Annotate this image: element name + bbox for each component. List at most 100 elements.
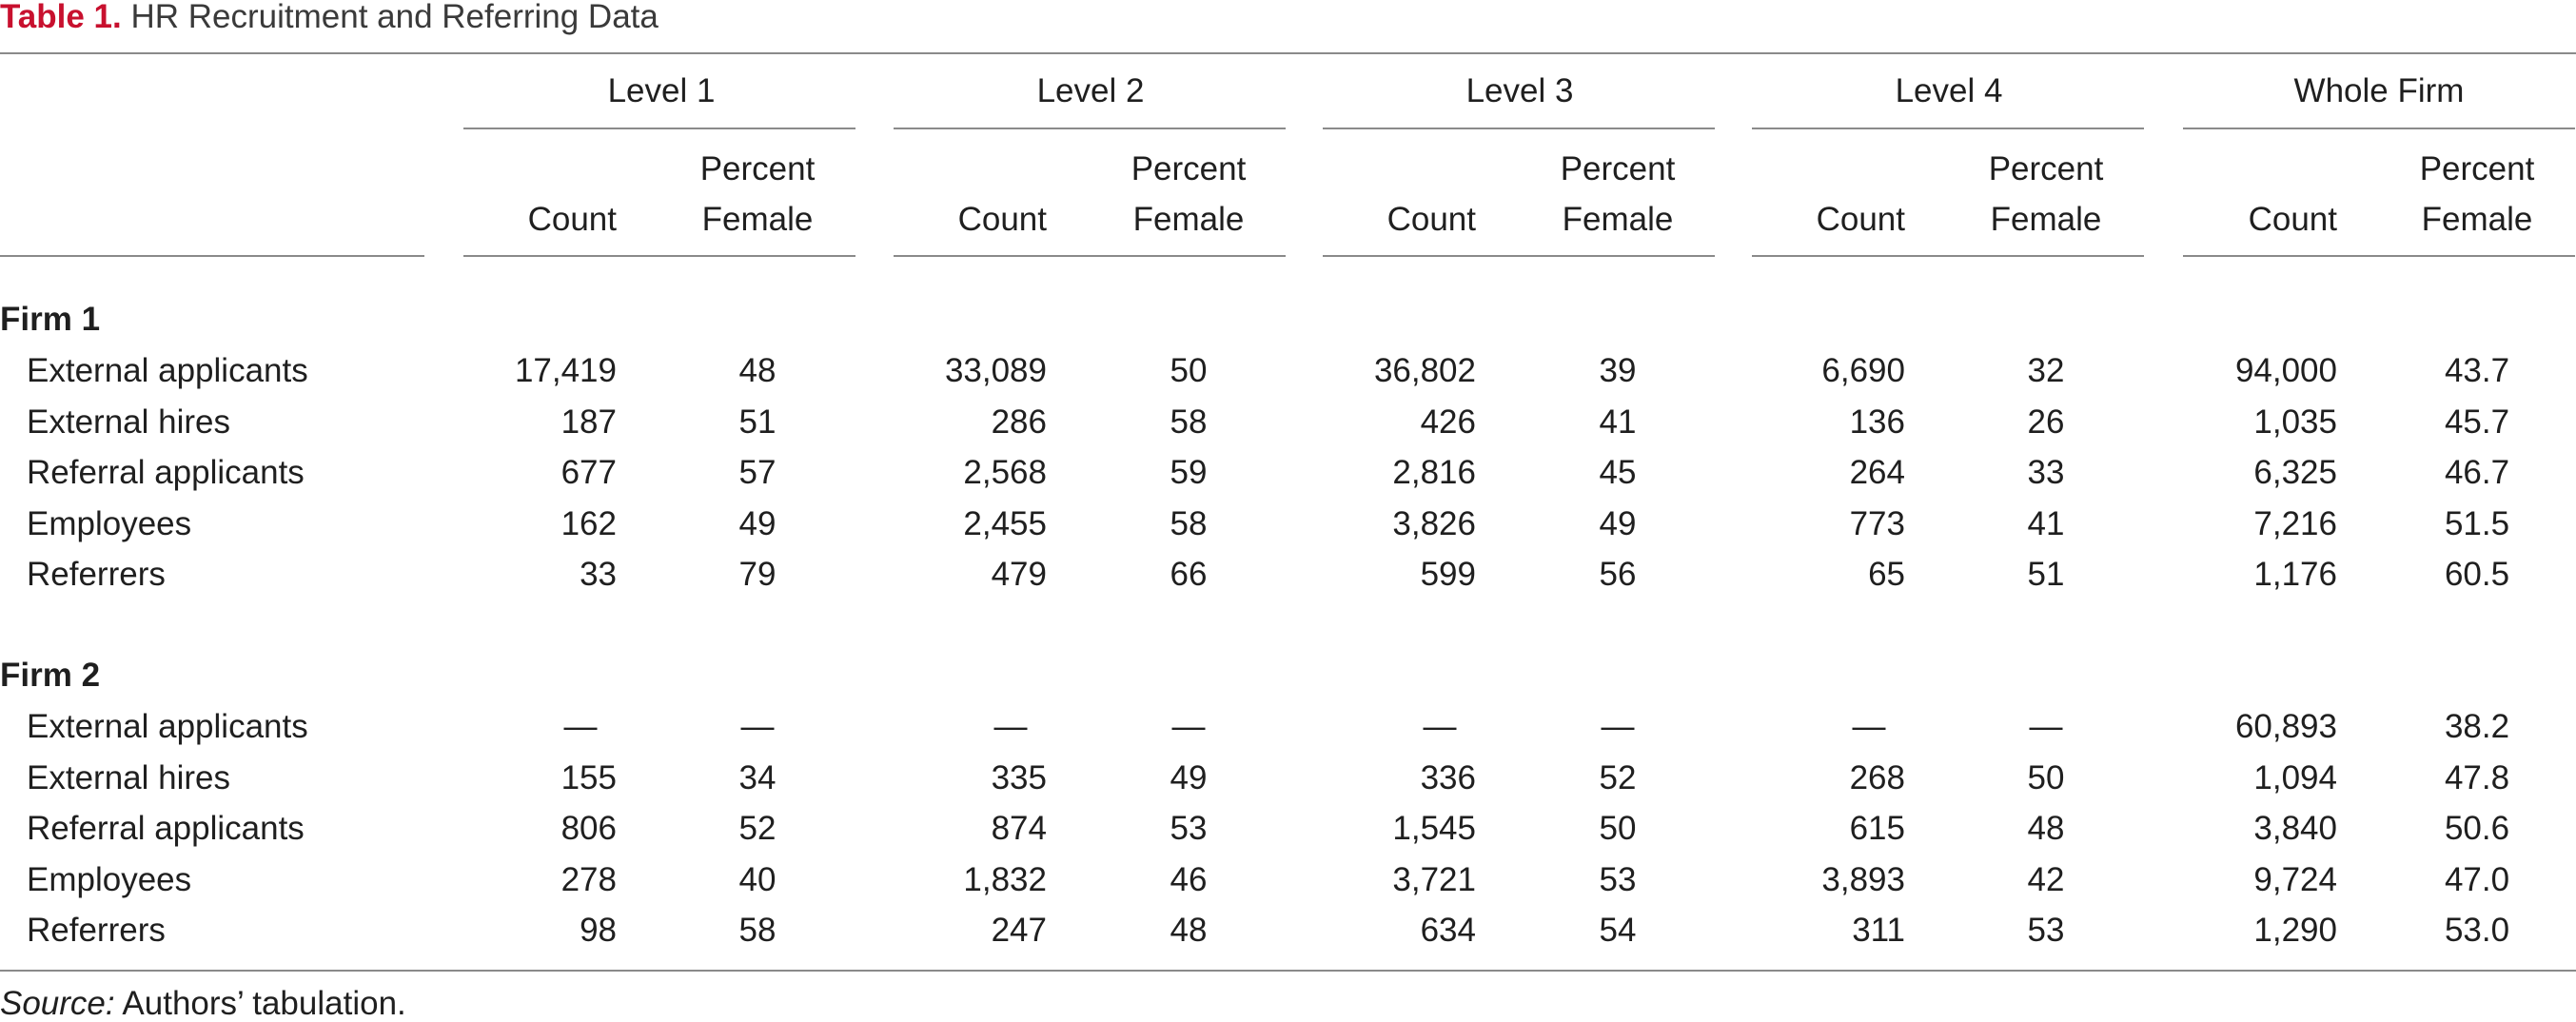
subheader-rule xyxy=(2183,255,2575,257)
count-cell: — xyxy=(1423,708,1457,745)
count-cell: 9,724 xyxy=(2253,860,2337,898)
count-cell: 7,216 xyxy=(2253,504,2337,542)
column-group-header: Level 4 xyxy=(1895,72,2003,109)
percent-female-cell: 48 xyxy=(738,352,777,389)
percent-female-cell: 38.2 xyxy=(2444,708,2510,745)
table-number: Table 1. xyxy=(0,0,122,35)
percent-female-cell: 39 xyxy=(1599,352,1637,389)
count-cell: 94,000 xyxy=(2234,352,2337,389)
row-label: Referral applicants xyxy=(27,810,305,847)
column-group-rule xyxy=(1323,128,1715,129)
percent-female-cell: 45.7 xyxy=(2444,403,2510,441)
count-cell: 268 xyxy=(1849,758,1905,796)
percent-female-cell: 49 xyxy=(1599,504,1637,542)
count-cell: 3,893 xyxy=(1821,860,1905,898)
table-title: Table 1. HR Recruitment and Referring Da… xyxy=(0,0,659,34)
percent-female-cell: 52 xyxy=(738,810,777,847)
row-label: External applicants xyxy=(27,708,308,745)
percent-female-cell: 34 xyxy=(738,758,777,796)
percent-column-header-line2: Female xyxy=(2421,201,2533,238)
percent-female-cell: 32 xyxy=(2027,352,2065,389)
count-cell: 773 xyxy=(1849,504,1905,542)
percent-female-cell: 33 xyxy=(2027,454,2065,491)
source-label: Source: xyxy=(0,985,115,1022)
subheader-rule xyxy=(463,255,855,257)
count-cell: 479 xyxy=(991,556,1047,593)
count-cell: — xyxy=(1852,708,1886,745)
stub-header-rule xyxy=(0,255,424,257)
count-column-header: Count xyxy=(957,201,1047,238)
count-cell: 136 xyxy=(1849,403,1905,441)
percent-column-header-line1: Percent xyxy=(699,150,816,187)
count-cell: 1,545 xyxy=(1392,810,1476,847)
row-label: External hires xyxy=(27,403,230,441)
row-label: Referrers xyxy=(27,912,166,949)
percent-female-cell: 60.5 xyxy=(2444,556,2510,593)
percent-column-header-line1: Percent xyxy=(1988,150,2104,187)
percent-female-cell: 45 xyxy=(1599,454,1637,491)
subheader-rule xyxy=(1323,255,1715,257)
count-cell: 155 xyxy=(560,758,617,796)
count-cell: 1,832 xyxy=(963,860,1047,898)
percent-column-header-line2: Female xyxy=(701,201,814,238)
count-cell: 874 xyxy=(991,810,1047,847)
count-cell: 426 xyxy=(1420,403,1476,441)
count-cell: 17,419 xyxy=(514,352,617,389)
percent-female-cell: 53 xyxy=(1170,810,1208,847)
percent-female-cell: 40 xyxy=(738,860,777,898)
row-label: External hires xyxy=(27,758,230,796)
count-cell: 98 xyxy=(580,912,617,949)
percent-female-cell: 58 xyxy=(1170,504,1208,542)
count-cell: 2,455 xyxy=(963,504,1047,542)
percent-female-cell: 43.7 xyxy=(2444,352,2510,389)
column-group-header: Level 3 xyxy=(1465,72,1574,109)
percent-female-cell: 49 xyxy=(1170,758,1208,796)
count-cell: 311 xyxy=(1852,912,1905,949)
section-heading: Firm 1 xyxy=(0,301,101,338)
percent-female-cell: 58 xyxy=(1170,403,1208,441)
percent-female-cell: 46.7 xyxy=(2444,454,2510,491)
count-cell: 677 xyxy=(560,454,617,491)
count-cell: — xyxy=(993,708,1028,745)
percent-female-cell: 79 xyxy=(738,556,777,593)
percent-female-cell: 46 xyxy=(1170,860,1208,898)
count-cell: 3,721 xyxy=(1392,860,1476,898)
percent-column-header-line1: Percent xyxy=(1131,150,1247,187)
count-cell: 2,568 xyxy=(963,454,1047,491)
percent-female-cell: 53 xyxy=(2027,912,2065,949)
percent-female-cell: 51.5 xyxy=(2444,504,2510,542)
row-label: Referral applicants xyxy=(27,454,305,491)
percent-column-header-line2: Female xyxy=(1562,201,1674,238)
percent-female-cell: 50 xyxy=(1170,352,1208,389)
column-group-header: Level 2 xyxy=(1036,72,1145,109)
count-cell: 1,176 xyxy=(2253,556,2337,593)
percent-female-cell: 57 xyxy=(738,454,777,491)
column-group-rule xyxy=(2183,128,2575,129)
percent-female-cell: 51 xyxy=(738,403,777,441)
count-cell: — xyxy=(563,708,598,745)
table-caption: HR Recruitment and Referring Data xyxy=(130,0,659,35)
subheader-rule xyxy=(1752,255,2144,257)
percent-female-cell: 53 xyxy=(1599,860,1637,898)
percent-female-cell: 47.8 xyxy=(2444,758,2510,796)
percent-female-cell: 52 xyxy=(1599,758,1637,796)
column-group-header: Whole Firm xyxy=(2293,72,2465,109)
section-heading: Firm 2 xyxy=(0,657,101,694)
count-column-header: Count xyxy=(1816,201,1905,238)
percent-female-cell: 48 xyxy=(2027,810,2065,847)
percent-female-cell: — xyxy=(1601,708,1635,745)
count-cell: 599 xyxy=(1420,556,1476,593)
source-text: Authors’ tabulation. xyxy=(122,985,406,1022)
column-group-rule xyxy=(894,128,1286,129)
percent-female-cell: 26 xyxy=(2027,403,2065,441)
percent-female-cell: 66 xyxy=(1170,556,1208,593)
percent-female-cell: 47.0 xyxy=(2444,860,2510,898)
percent-female-cell: 56 xyxy=(1599,556,1637,593)
percent-female-cell: — xyxy=(740,708,775,745)
count-cell: 65 xyxy=(1868,556,1905,593)
percent-female-cell: 41 xyxy=(2027,504,2065,542)
bottom-rule xyxy=(0,970,2576,972)
percent-female-cell: 42 xyxy=(2027,860,2065,898)
row-label: External applicants xyxy=(27,352,308,389)
percent-female-cell: — xyxy=(2029,708,2063,745)
